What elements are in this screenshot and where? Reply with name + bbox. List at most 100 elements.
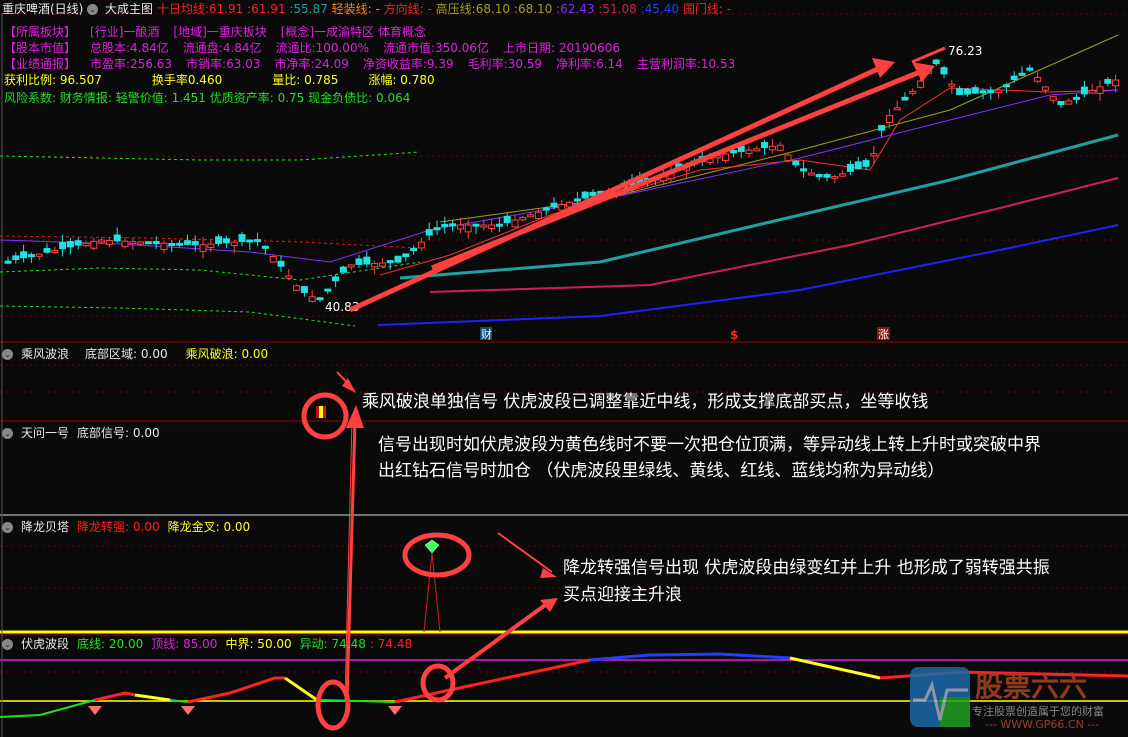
- watermark-url: --- WWW.GP66.CN ---: [985, 718, 1100, 731]
- candle-body: [488, 224, 496, 230]
- candle-body: [269, 256, 277, 263]
- candle-body: [1034, 76, 1042, 82]
- chevron-down-icon[interactable]: ⌄: [2, 639, 13, 650]
- candle-body: [51, 249, 59, 253]
- annotation-note: 信号出现时如伏虎波段为黄色线时不要一次把仓位顶满，等异动线上转上升时或突破中界: [378, 435, 1041, 455]
- candle-body: [230, 241, 238, 246]
- candle-body: [355, 258, 363, 265]
- candle-body: [1096, 86, 1104, 94]
- signals: [0, 406, 1128, 718]
- watermark-title: 股票六六: [975, 670, 1088, 703]
- candle-body: [480, 224, 488, 228]
- chevron-down-icon[interactable]: ⌄: [87, 4, 99, 15]
- candle-body: [183, 240, 191, 245]
- ratios-row: 获利比例: 96.507 换手率0.460 量比: 0.785 涨幅: 0.780: [4, 73, 435, 87]
- watermark-logo: [910, 667, 970, 727]
- candle-body: [722, 153, 730, 162]
- panel-header-tianwen: ⌄ 天问一号 底部信号: 0.00: [2, 424, 168, 441]
- candle-body: [449, 223, 457, 227]
- candle-body: [862, 160, 870, 167]
- candle-body: [823, 174, 831, 178]
- candle-body: [878, 125, 886, 131]
- risk-row: 风险系数: 财务情报: 轻警价值: 1.451 优质资产率: 0.75 现金负债…: [4, 91, 411, 105]
- candle-body: [441, 223, 449, 227]
- candle-body: [246, 239, 254, 243]
- candle-body: [1018, 72, 1026, 76]
- chevron-down-icon[interactable]: ⌄: [2, 428, 13, 439]
- candle-body: [371, 263, 379, 268]
- candle-body: [82, 242, 90, 247]
- candle-body: [558, 204, 566, 211]
- candle-body: [105, 239, 113, 245]
- candle-body: [729, 149, 737, 154]
- panel-header-xianglong: ⌄ 降龙贝塔 降龙转强: 0.00 降龙金叉: 0.00: [2, 518, 258, 535]
- candle-body: [90, 240, 98, 249]
- candle-body: [98, 239, 106, 243]
- grid-lines: [0, 13, 1128, 737]
- candle-body: [776, 144, 784, 151]
- stock-name[interactable]: 重庆啤酒(日线): [2, 2, 84, 16]
- candle-body: [893, 107, 901, 111]
- candle-body: [909, 90, 917, 94]
- candle-body: [753, 148, 761, 152]
- candle-body: [846, 163, 854, 172]
- candle-body: [948, 83, 956, 87]
- candle-body: [378, 262, 386, 267]
- candle-body: [940, 67, 948, 75]
- candle-body: [589, 191, 597, 197]
- chevron-down-icon[interactable]: ⌄: [2, 522, 13, 533]
- candle-body: [784, 154, 792, 161]
- candle-body: [1080, 86, 1088, 95]
- rise-marker[interactable]: 涨: [878, 328, 889, 341]
- capital-row: 【股本市值】 总股本:4.84亿 流通盘:4.84亿 流通比:100.00% 流通市值:…: [4, 41, 620, 55]
- candle-body: [347, 264, 355, 268]
- candle-body: [963, 88, 971, 95]
- dollar-marker[interactable]: $: [730, 328, 738, 342]
- candle-body: [199, 244, 207, 252]
- candle-body: [542, 207, 550, 211]
- candle-body: [285, 275, 293, 279]
- candle-body: [800, 168, 808, 172]
- candle-body: [1104, 78, 1112, 84]
- performance-row: 【业绩通报】 市盈率:256.63 市销率:63.03 市净率:24.09 净资收益率:…: [4, 57, 736, 71]
- candle-body: [979, 90, 987, 94]
- finance-marker[interactable]: 财: [481, 327, 492, 341]
- candle-body: [332, 276, 340, 282]
- direction-line-label: 方向线: -: [383, 2, 432, 16]
- annotation-note: 买点迎接主升浪: [563, 585, 682, 605]
- candle-body: [74, 240, 82, 246]
- candle-body: [1002, 84, 1010, 88]
- candle-body: [160, 242, 168, 251]
- candle-body: [472, 223, 480, 227]
- high-value: :68.10: [471, 2, 511, 16]
- candle-body: [854, 161, 862, 170]
- candle-body: [425, 229, 433, 236]
- title-bar: 重庆啤酒(日线) ⌄ 大成主图 十日均线:61.91 :61.91 :55.87…: [2, 0, 731, 17]
- candle-body: [1049, 96, 1057, 101]
- candle-body: [121, 240, 129, 248]
- candle-body: [137, 241, 145, 245]
- candle-body: [807, 172, 815, 176]
- candle-body: [464, 224, 472, 233]
- chart-name: 大成主图: [105, 2, 154, 16]
- candle-body: [215, 236, 223, 244]
- chevron-down-icon[interactable]: ⌄: [2, 349, 13, 360]
- candle-body: [573, 198, 581, 202]
- candle-body: [417, 241, 425, 249]
- high-line-label: 高压线: [435, 2, 472, 16]
- candle-body: [901, 96, 909, 101]
- candle-body: [792, 160, 800, 166]
- candle-body: [207, 243, 215, 249]
- annotation-note: 乘风破浪单独信号 伏虎波段已调整靠近中线，形成支撑底部买点，坐等收钱: [362, 392, 929, 412]
- candle-body: [129, 241, 137, 245]
- panel-header-fuhu: ⌄ 伏虎波段 底线: 20.00 顶线: 85.00 中界: 50.00 异动: 74.4…: [2, 635, 420, 652]
- candle-body: [917, 80, 925, 88]
- candle-body: [12, 255, 20, 260]
- arrowheads: [342, 58, 935, 612]
- candle-body: [527, 214, 535, 218]
- annotation-note: 降龙转强信号出现 伏虎波段由绿变红并上升 也形成了弱转强共振: [563, 558, 1050, 578]
- watermark-slogan: 专注股票创造属于您的财富: [972, 705, 1104, 718]
- light-line-label: 轻装线: -: [331, 2, 380, 16]
- candle-body: [254, 239, 262, 243]
